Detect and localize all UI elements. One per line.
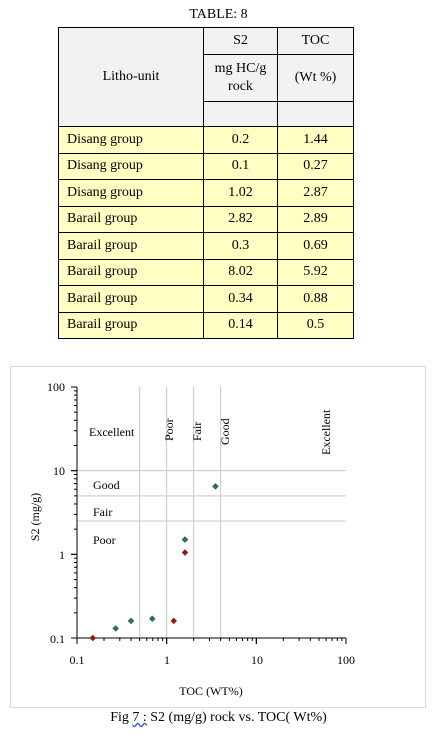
- cell-s2: 0.2: [203, 126, 278, 154]
- cell-s2: 0.34: [203, 285, 278, 313]
- y-tick-label: 10: [53, 464, 65, 478]
- y-tick-label: 100: [47, 380, 65, 394]
- region-label-toc-excellent: Excellent: [319, 409, 333, 455]
- data-point: [112, 625, 120, 632]
- table-row: Barail group 2.82 2.89: [58, 205, 354, 233]
- cell-toc: 5.92: [277, 258, 354, 286]
- table-row: Disang group 0.2 1.44: [58, 126, 354, 154]
- y-tick-label: 0.1: [50, 632, 65, 646]
- header-blank-toc: [277, 101, 354, 127]
- cell-toc: 1.44: [277, 126, 354, 154]
- data-point: [212, 482, 219, 490]
- cell-s2: 0.1: [203, 152, 278, 180]
- y-axis-label: S2 (mg/g): [28, 493, 42, 541]
- table-row: Disang group 1.02 2.87: [58, 179, 354, 207]
- header-s2-unit-line1: mg HC/g: [214, 61, 267, 76]
- chart-axes: [71, 386, 347, 644]
- x-tick-label: 0.1: [70, 653, 85, 667]
- cell-s2: 8.02: [203, 258, 278, 286]
- x-axis-label: TOC (WT%): [179, 684, 242, 698]
- header-toc: TOC: [277, 27, 354, 55]
- cell-toc: 0.5: [277, 311, 354, 339]
- region-label-s2-excellent: Excellent: [89, 425, 135, 439]
- cell-unit: Disang group: [58, 126, 204, 154]
- cell-s2: 0.14: [203, 311, 278, 339]
- cell-s2: 2.82: [203, 205, 278, 233]
- chart-frame: 100 10 1 0.1 0.1 1 10 100 TOC (WT%) S2 (…: [10, 366, 426, 708]
- cell-unit: Barail group: [58, 232, 204, 260]
- figure-caption-number: 7 :: [132, 710, 147, 725]
- data-point: [170, 617, 178, 625]
- chart-points: [89, 482, 219, 642]
- cell-unit: Barail group: [58, 285, 204, 313]
- figure-caption-text: S2 (mg/g) rock vs. TOC( Wt%): [146, 710, 327, 725]
- table-row: Barail group 0.14 0.5: [58, 311, 354, 339]
- region-label-toc-good: Good: [218, 418, 232, 445]
- data-point: [127, 617, 135, 625]
- x-tick-label: 1: [164, 653, 170, 667]
- data-point: [181, 536, 189, 543]
- cell-toc: 0.69: [277, 232, 354, 260]
- table-row: Barail group 8.02 5.92: [58, 258, 354, 286]
- cell-unit: Barail group: [58, 258, 204, 286]
- cell-unit: Barail group: [58, 205, 204, 233]
- table-caption: TABLE: 8: [189, 7, 248, 22]
- figure-caption: Fig 7 : S2 (mg/g) rock vs. TOC( Wt%): [0, 710, 437, 726]
- table-row: Disang group 0.1 0.27: [58, 152, 354, 180]
- cell-s2: 0.3: [203, 232, 278, 260]
- cell-unit: Disang group: [58, 179, 204, 207]
- cell-toc: 2.89: [277, 205, 354, 233]
- data-table: Litho-unit S2 TOC mg HC/g rock (Wt %) Di…: [58, 27, 354, 339]
- figure-caption-prefix: Fig: [110, 710, 133, 725]
- header-s2-unit-line2: rock: [228, 79, 253, 94]
- cell-unit: Disang group: [58, 152, 204, 180]
- header-s2: S2: [203, 27, 278, 55]
- x-tick-label: 10: [251, 653, 263, 667]
- region-label-s2-good: Good: [93, 478, 120, 492]
- cell-toc: 2.87: [277, 179, 354, 207]
- header-toc-unit: (Wt %): [277, 54, 354, 102]
- region-label-s2-poor: Poor: [93, 533, 116, 547]
- cell-s2: 1.02: [203, 179, 278, 207]
- chart-grid: [77, 387, 346, 638]
- cell-toc: 0.27: [277, 152, 354, 180]
- cell-unit: Barail group: [58, 311, 204, 339]
- scatter-chart: 100 10 1 0.1 0.1 1 10 100 TOC (WT%) S2 (…: [28, 380, 355, 698]
- data-point: [181, 549, 189, 556]
- y-tick-label: 1: [59, 548, 65, 562]
- x-tick-label: 100: [337, 653, 355, 667]
- cell-toc: 0.88: [277, 285, 354, 313]
- region-label-s2-fair: Fair: [93, 505, 112, 519]
- region-label-toc-poor: Poor: [162, 418, 176, 441]
- data-point: [89, 634, 97, 642]
- header-blank-s2: [203, 101, 278, 127]
- data-point: [148, 615, 156, 623]
- table-row: Barail group 0.34 0.88: [58, 285, 354, 313]
- region-label-toc-fair: Fair: [190, 422, 204, 441]
- header-s2-unit: mg HC/g rock: [203, 54, 278, 102]
- table-row: Barail group 0.3 0.69: [58, 232, 354, 260]
- header-litho-unit: Litho-unit: [58, 27, 204, 127]
